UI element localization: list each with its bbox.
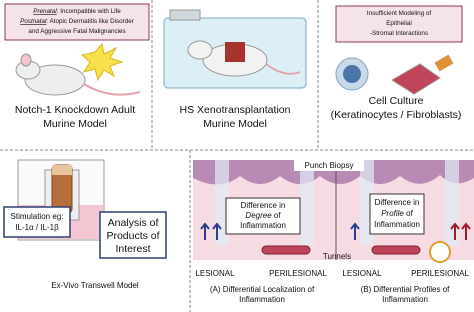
decor-circle [429,241,451,263]
callout-line: and Aggressive Fatal Malignancies [28,28,125,35]
decor-ellipse [20,53,32,67]
callout-line: Prenatal: Incompatible with Life [33,8,121,15]
decor-rect [52,165,72,175]
box-text: Analysis of [108,217,159,229]
decor-rect [225,42,245,62]
panel-label: HS Xenotransplantation [180,104,291,116]
region-label: LESIONAL [195,269,235,278]
annotation: Tunnels [323,252,351,261]
region-label: PERILESIONAL [411,269,469,278]
decor-rect [371,245,421,255]
box-text: IL-1α / IL-1β [15,223,59,232]
panel-label: Notch-1 Knockdown Adult [15,104,135,116]
callout-line: Epithelial [386,20,412,27]
region-label: PERILESIONAL [269,269,327,278]
em: Degree [245,211,272,220]
decor-path [350,222,360,240]
caption: Inflammation [239,295,285,304]
box-text: Difference in [241,201,286,210]
decor-path [200,222,222,240]
box-text: Interest [115,243,150,255]
box-text: Stimulation eg: [11,212,64,221]
box-text: Inflammation [374,220,420,229]
decor-rect [3,206,71,238]
decor-ellipse [187,40,213,60]
decor-rect [4,3,150,41]
panel-label: Murine Model [43,118,107,130]
region-label: LESIONAL [342,269,382,278]
callout-line: -Stromal Interactions [370,30,428,37]
text: : Incompatible with Life [57,8,122,15]
caption: Inflammation [382,295,428,304]
decor-rect [99,211,167,259]
em: Profile [381,209,404,218]
box-text: Inflammation [240,221,286,230]
em: Prenatal [33,8,57,15]
text: of [272,211,282,220]
decor-path [450,222,471,240]
panel-label: (Keratinocytes / Fibroblasts) [331,109,462,121]
panel-label: Murine Model [203,118,267,130]
decor-path [193,160,474,185]
callout-line: Postnatal: Atopic Dermatitis like Disord… [20,18,134,25]
decor-rect [445,160,459,245]
box-text: Degree of [245,211,281,220]
decor-rect [434,54,454,72]
caption: (B) Differential Profiles of [361,285,451,294]
decor-circle [343,65,361,83]
decor-rect [300,160,314,245]
decor-polygon [80,42,124,82]
callout-line: Insufficient Modeling of [367,10,432,17]
box-text: Profile of [381,209,413,218]
panel-label: Ex-Vivo Transwell Model [51,281,139,290]
decor-path [265,63,301,75]
box-text: Difference in [375,198,420,207]
decor-polygon [391,63,441,95]
box-text: Products of [106,230,159,242]
text: : Atopic Dermatitis like Disorder [46,18,133,25]
text: of [404,209,414,218]
decor-rect [335,5,463,43]
annotation: Punch Biopsy [305,161,354,170]
decor-rect [294,159,364,171]
panel-label: Cell Culture [369,95,424,107]
decor-path [83,83,141,96]
decor-rect [369,193,425,235]
em: Postnatal [20,18,47,25]
decor-rect [169,9,201,21]
decor-rect [225,197,301,235]
decor-rect [261,245,311,255]
caption: (A) Differential Localization of [210,285,315,294]
